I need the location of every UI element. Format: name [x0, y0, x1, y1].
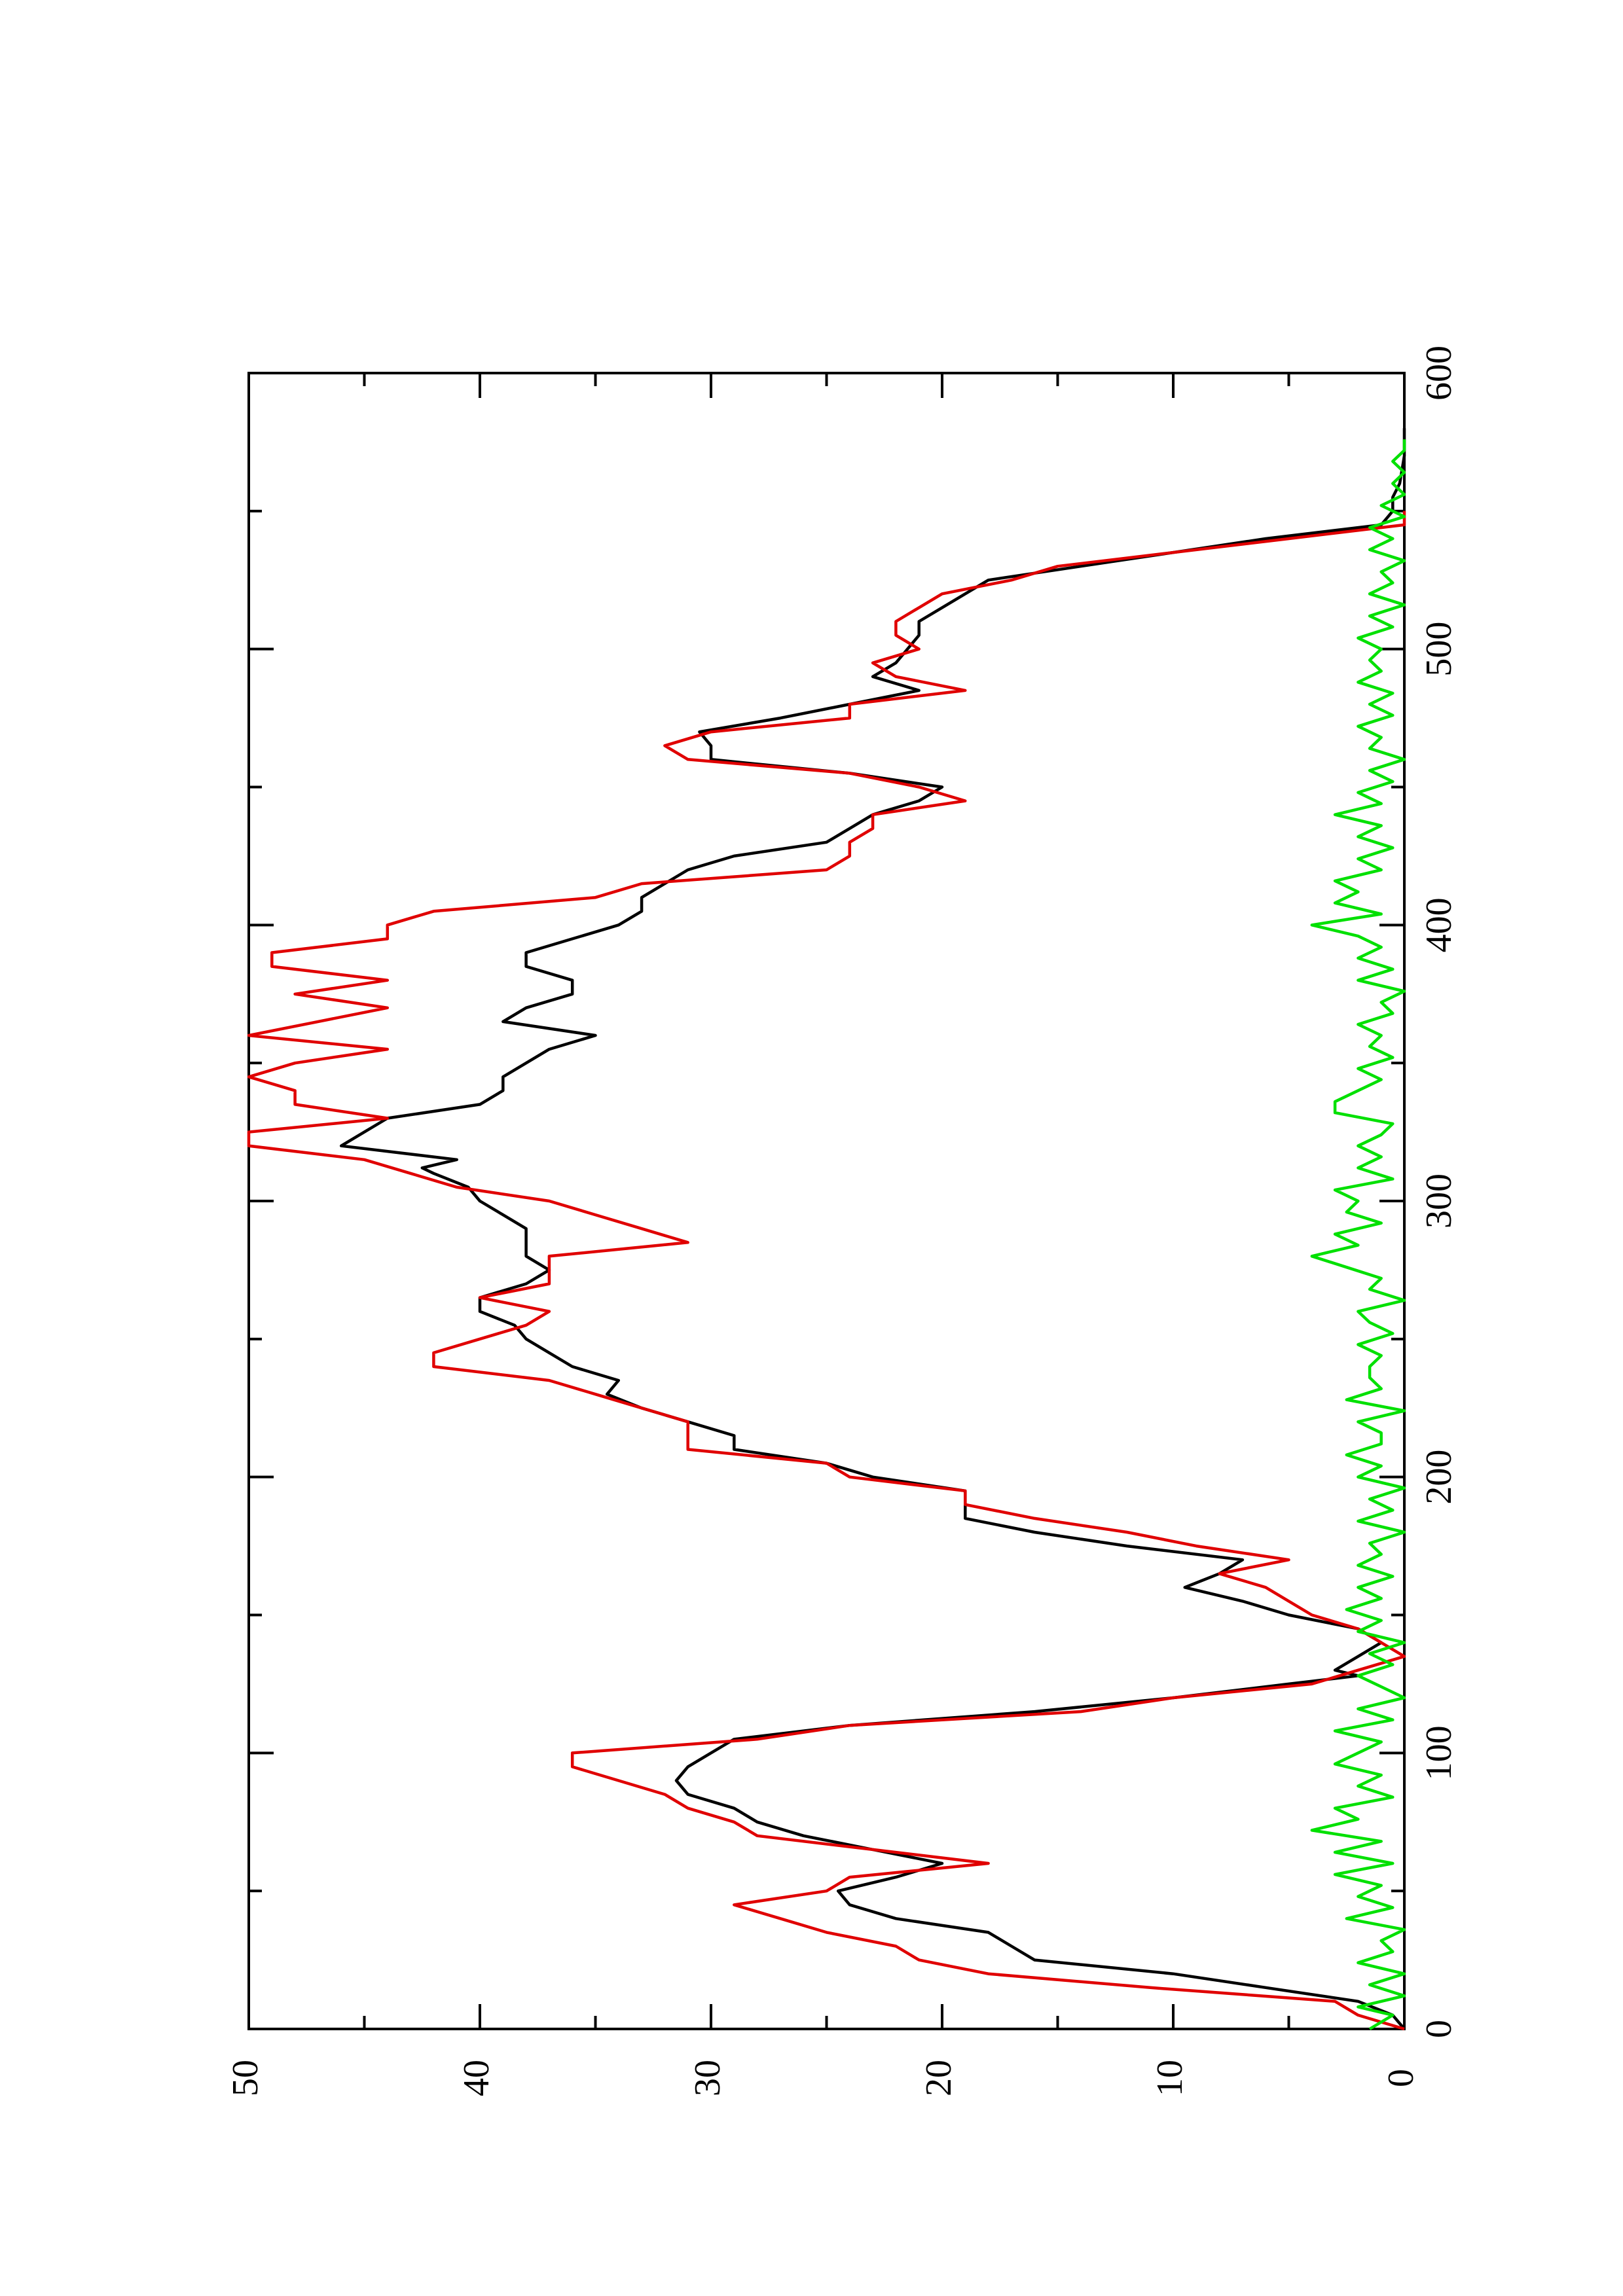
- x-tick-label: 500: [1419, 622, 1459, 677]
- series-line-1: [339, 428, 1406, 2030]
- y-tick-label: 40: [456, 2060, 497, 2096]
- x-tick-label: 0: [1419, 2020, 1459, 2038]
- x-tick-label: 400: [1419, 897, 1459, 952]
- axis-tick-labels: 0 100 200 300 400 500 600 0 10 20 30 40 50: [225, 346, 1459, 2096]
- x-tick-label: 100: [1419, 1725, 1459, 1780]
- x-tick-label: 300: [1419, 1174, 1459, 1229]
- x-tick-label: 600: [1419, 346, 1459, 401]
- axis-ticks: [247, 372, 1406, 2030]
- plot-area-frame: [247, 372, 1406, 2030]
- y-tick-label: 0: [1381, 2069, 1421, 2087]
- y-tick-label: 50: [225, 2060, 266, 2096]
- y-tick-label: 30: [687, 2060, 728, 2096]
- y-tick-label: 10: [1150, 2060, 1190, 2096]
- series-line-3: [1310, 439, 1406, 2030]
- series-layer: [247, 428, 1406, 2031]
- x-tick-label: 200: [1419, 1450, 1459, 1505]
- series-line-2: [247, 511, 1406, 2031]
- y-tick-label: 20: [919, 2060, 959, 2096]
